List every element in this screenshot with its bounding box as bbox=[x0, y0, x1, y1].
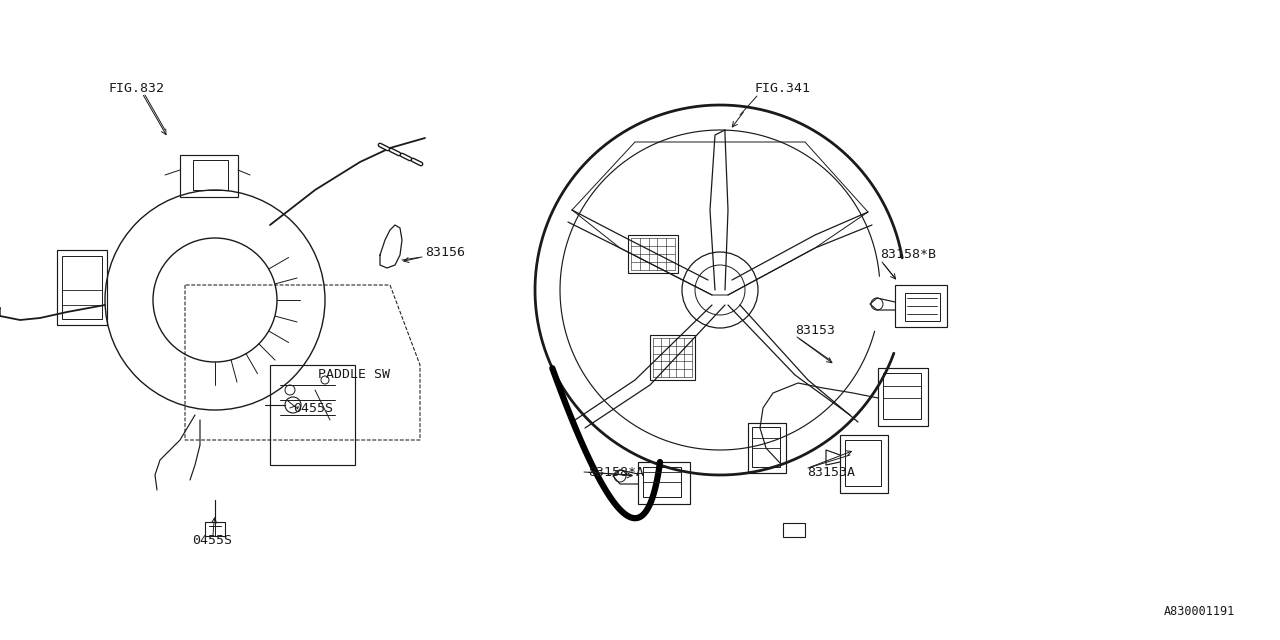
Bar bbox=[61, 256, 102, 319]
Bar bbox=[180, 155, 238, 197]
Text: 0455S: 0455S bbox=[293, 401, 333, 415]
Bar bbox=[643, 467, 681, 497]
Bar bbox=[895, 285, 947, 327]
Text: 83153: 83153 bbox=[795, 323, 835, 337]
Bar bbox=[628, 235, 678, 273]
Bar bbox=[270, 365, 355, 465]
Text: 0455S: 0455S bbox=[192, 534, 232, 547]
Bar bbox=[783, 523, 805, 537]
Bar bbox=[845, 440, 881, 486]
Bar bbox=[637, 462, 690, 504]
Bar bbox=[58, 250, 108, 325]
Text: 83158*B: 83158*B bbox=[881, 248, 936, 262]
Text: 83158*A: 83158*A bbox=[588, 465, 644, 479]
Bar bbox=[650, 335, 695, 380]
Text: FIG.341: FIG.341 bbox=[755, 82, 812, 95]
Bar bbox=[840, 435, 888, 493]
Bar bbox=[905, 293, 940, 321]
Text: A830001191: A830001191 bbox=[1164, 605, 1235, 618]
Bar bbox=[753, 427, 780, 467]
Text: 83156: 83156 bbox=[425, 246, 465, 259]
Bar bbox=[878, 368, 928, 426]
Bar bbox=[748, 423, 786, 473]
Text: PADDLE SW: PADDLE SW bbox=[317, 369, 390, 381]
Bar bbox=[883, 373, 922, 419]
Text: FIG.832: FIG.832 bbox=[108, 82, 164, 95]
Bar bbox=[193, 160, 228, 190]
Text: 83153A: 83153A bbox=[806, 465, 855, 479]
Bar bbox=[205, 522, 225, 536]
